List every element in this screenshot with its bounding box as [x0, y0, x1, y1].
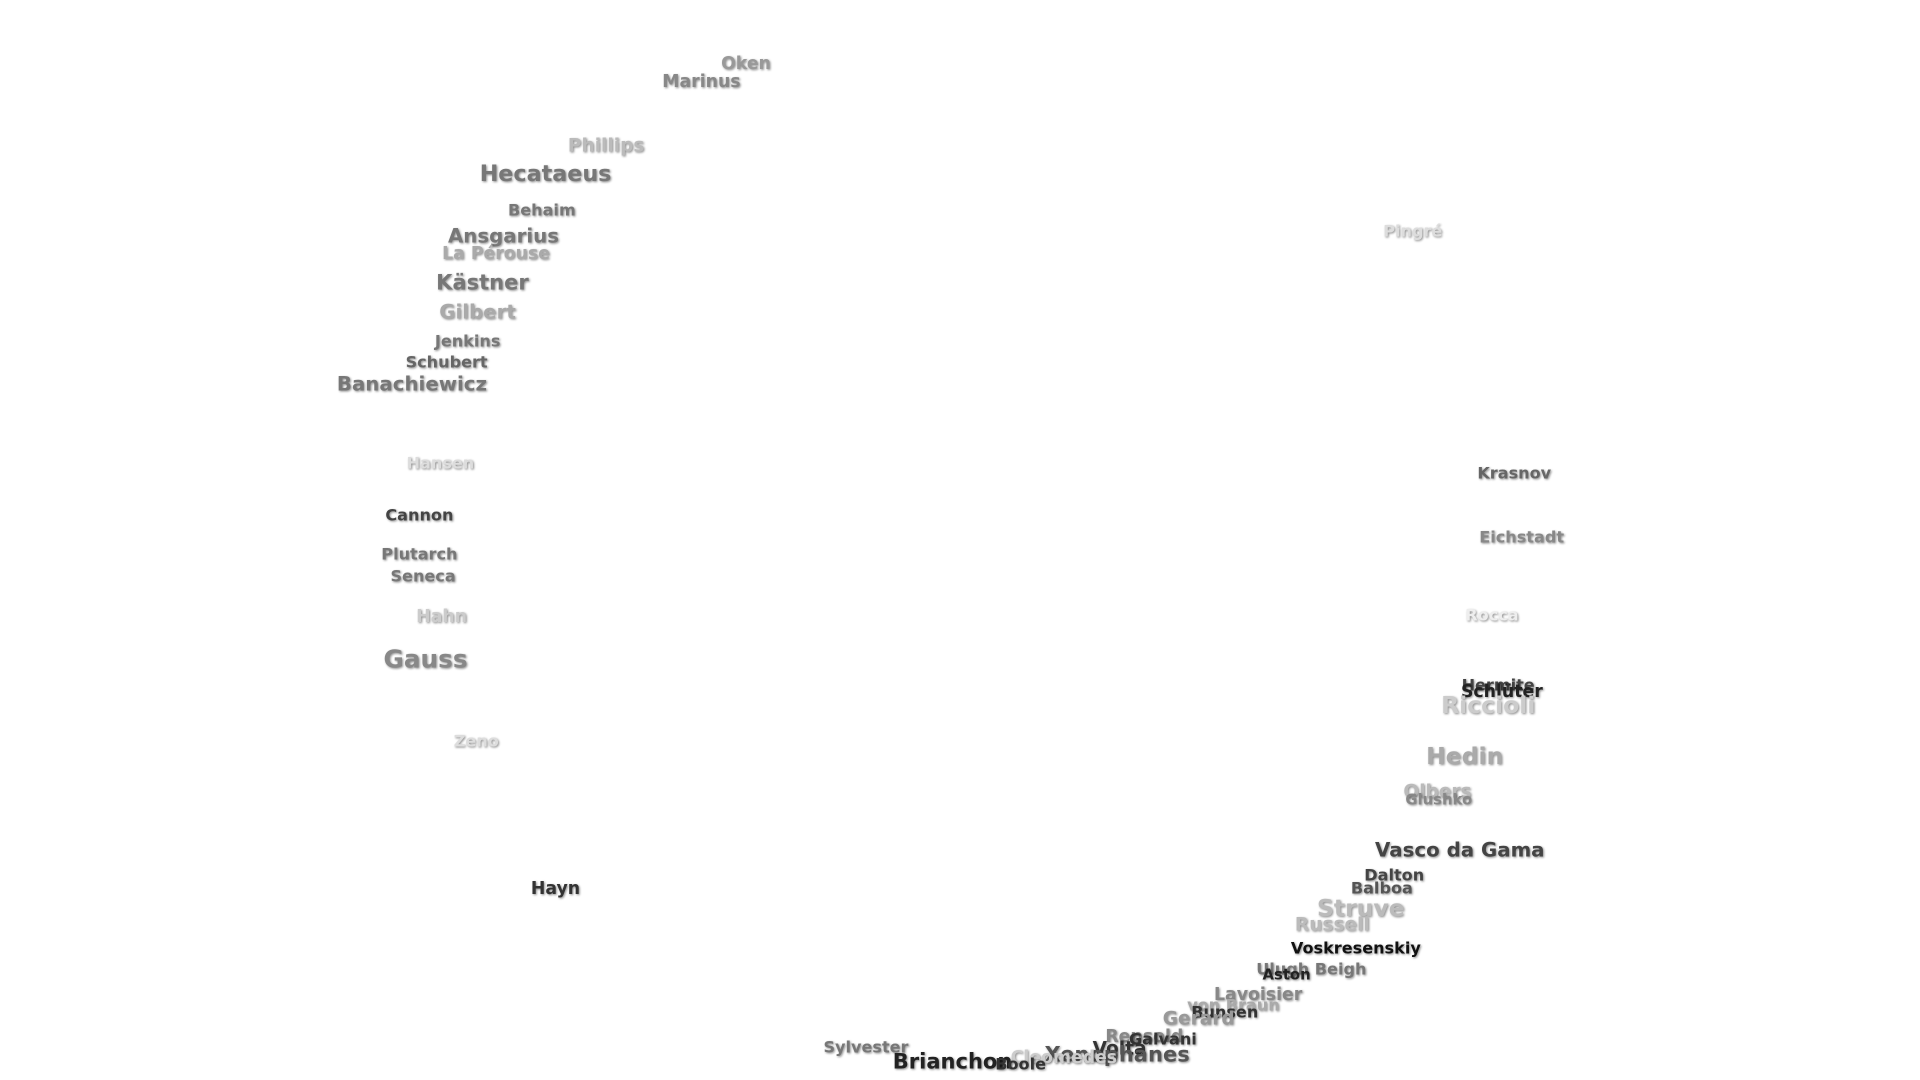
- word: Voskresenskiy: [1290, 938, 1421, 958]
- word: Volta: [1092, 1038, 1147, 1060]
- word: Sylvester: [823, 1037, 909, 1057]
- word: Brianchon: [892, 1048, 1013, 1074]
- word: Gerard: [1162, 1008, 1235, 1030]
- word: Galvani: [1128, 1029, 1197, 1049]
- word: Zeno: [453, 731, 499, 751]
- word: Hermite: [1461, 675, 1535, 695]
- word: Boole: [995, 1054, 1046, 1074]
- word: Pingré: [1383, 221, 1443, 241]
- word: Behaim: [507, 200, 576, 220]
- word: Cannon: [385, 505, 454, 525]
- word: Olbers: [1403, 781, 1472, 803]
- word: Jenkins: [434, 331, 501, 351]
- word: Hayn: [530, 879, 581, 900]
- word: Bunsen: [1191, 1002, 1259, 1022]
- word: Ulugh Beigh: [1256, 959, 1367, 979]
- word: Russell: [1294, 914, 1370, 936]
- word: Kästner: [436, 269, 529, 295]
- word: Gauss: [383, 644, 468, 674]
- word: Vasco da Gama: [1375, 838, 1545, 862]
- word: Cleomedes: [1010, 1047, 1118, 1068]
- word: Marinus: [662, 71, 741, 92]
- word: Ansgarius: [447, 224, 560, 248]
- word: Hahn: [416, 607, 468, 628]
- word: Eichstadt: [1479, 527, 1565, 547]
- word: Glushko: [1405, 791, 1473, 809]
- word: Balboa: [1350, 878, 1413, 898]
- word: Xenophanes: [1044, 1041, 1190, 1067]
- word: Phillips: [567, 135, 645, 157]
- word: Seneca: [390, 566, 456, 586]
- word: Plutarch: [381, 544, 458, 564]
- word: Banachiewicz: [336, 372, 488, 395]
- word: Repsold: [1105, 1026, 1184, 1047]
- word: Schlüter: [1460, 681, 1543, 702]
- word: Rocca: [1465, 605, 1519, 625]
- word: von Braun: [1187, 995, 1280, 1015]
- word: Dalton: [1364, 865, 1425, 885]
- word: Hansen: [406, 453, 475, 473]
- word: Gilbert: [439, 300, 516, 324]
- word: Schubert: [405, 352, 488, 372]
- word: Hedin: [1426, 741, 1504, 770]
- word: La Pérouse: [442, 243, 551, 264]
- word: Hecataeus: [479, 161, 612, 188]
- word: Krasnov: [1477, 463, 1552, 483]
- word: Oken: [721, 54, 771, 75]
- word: Lavoisier: [1214, 984, 1303, 1005]
- word: Struve: [1316, 894, 1405, 923]
- word: Riccioli: [1441, 691, 1536, 720]
- word: Aston: [1262, 966, 1311, 984]
